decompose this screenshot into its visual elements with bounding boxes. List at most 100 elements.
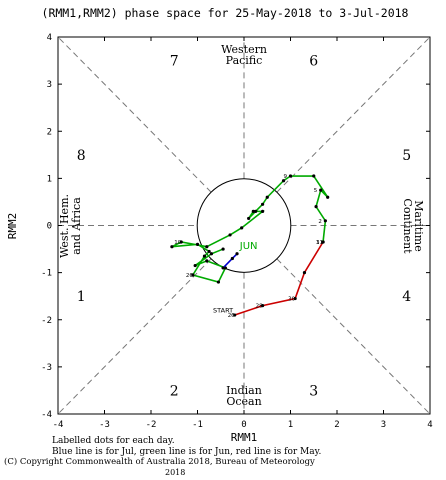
day-point bbox=[281, 179, 286, 183]
day-point bbox=[205, 245, 209, 249]
day-point bbox=[193, 263, 197, 268]
day-point bbox=[205, 259, 209, 263]
day-point bbox=[221, 247, 225, 251]
annotation-jun: JUN bbox=[239, 241, 258, 252]
series-may: 26 28 30 31 bbox=[228, 240, 325, 319]
series-line-may bbox=[234, 241, 324, 316]
phase-label-5: 5 bbox=[402, 148, 411, 164]
y-tick-label: 4 bbox=[47, 33, 52, 43]
y-tick-label: 3 bbox=[47, 80, 52, 90]
day-point bbox=[323, 219, 327, 223]
region-top-line2: Pacific bbox=[226, 54, 263, 67]
series-group: 26 28 30 311 2 5 9 10 26 bbox=[170, 174, 330, 319]
y-tick-label: -1 bbox=[41, 269, 52, 279]
day-point bbox=[216, 280, 221, 284]
phase-label-1: 1 bbox=[77, 289, 86, 305]
x-tick-label: 2 bbox=[334, 420, 339, 430]
phase-label-7: 7 bbox=[170, 54, 179, 70]
day-label: 1 bbox=[316, 240, 320, 246]
day-label: 9 bbox=[284, 174, 288, 180]
y-tick-label: -4 bbox=[41, 410, 52, 420]
chart-title: (RMM1,RMM2) phase space for 25-May-2018 … bbox=[42, 6, 409, 20]
series-jul bbox=[221, 252, 239, 270]
day-point bbox=[191, 273, 195, 277]
footer-note-1: Labelled dots for each day. bbox=[52, 436, 175, 446]
region-left-line2: and Africa bbox=[70, 197, 83, 255]
y-tick-label: -2 bbox=[41, 316, 52, 326]
day-point bbox=[293, 296, 297, 301]
day-point bbox=[288, 174, 293, 178]
phase-label-8: 8 bbox=[77, 148, 86, 164]
day-point bbox=[261, 202, 265, 206]
day-point bbox=[202, 254, 207, 258]
region-right-line2: Continent bbox=[401, 198, 414, 254]
day-point bbox=[228, 233, 232, 237]
region-labels: Western Pacific Indian Ocean West. Hem. … bbox=[58, 43, 425, 408]
footer-note-2: Blue line is for Jul, green line is for … bbox=[52, 447, 322, 457]
day-label: 30 bbox=[288, 297, 295, 303]
axis-ticks: -4 -3 -2 -1 0 1 2 3 4 -4 -3 -2 -1 0 1 2 3 4 bbox=[41, 33, 433, 430]
annotation-start: START bbox=[213, 307, 233, 315]
day-point bbox=[302, 271, 307, 275]
day-label: 28 bbox=[256, 304, 263, 310]
boundary-diag-sw bbox=[57, 258, 212, 415]
series-line-jul bbox=[222, 253, 238, 269]
copyright-year: 2018 bbox=[165, 468, 186, 477]
phase-label-2: 2 bbox=[170, 383, 179, 399]
annotations: START JUN bbox=[213, 241, 257, 315]
y-tick-label: 2 bbox=[47, 127, 52, 137]
day-point bbox=[195, 242, 200, 246]
region-bottom-line1: Indian bbox=[226, 384, 262, 397]
day-label: 26 bbox=[186, 273, 193, 279]
day-point bbox=[321, 240, 325, 244]
day-point bbox=[240, 226, 244, 230]
day-point bbox=[254, 209, 258, 213]
region-top-line1: Western bbox=[221, 43, 267, 56]
x-tick-label: 0 bbox=[241, 420, 246, 430]
day-point bbox=[230, 256, 234, 261]
copyright-note: (C) Copyright Commonwealth of Australia … bbox=[4, 457, 315, 467]
region-bottom-line2: Ocean bbox=[226, 395, 261, 408]
day-point bbox=[326, 195, 330, 199]
x-tick-label: -4 bbox=[53, 420, 64, 430]
day-point bbox=[179, 240, 183, 244]
day-label: 31 bbox=[316, 240, 323, 246]
day-point bbox=[261, 304, 265, 308]
region-right-line1: Maritime bbox=[412, 200, 425, 251]
phase-boundaries bbox=[57, 36, 431, 415]
series-jun: 1 2 5 9 10 26 bbox=[170, 174, 330, 284]
x-tick-label: -1 bbox=[192, 420, 203, 430]
day-point bbox=[319, 188, 323, 192]
y-tick-label: -3 bbox=[41, 363, 52, 373]
day-point bbox=[314, 205, 318, 209]
day-point bbox=[170, 245, 174, 249]
x-tick-label: -2 bbox=[146, 420, 157, 430]
day-point bbox=[247, 216, 251, 221]
x-tick-label: 3 bbox=[381, 420, 386, 430]
phase-label-3: 3 bbox=[309, 383, 318, 399]
boundary-diag-se bbox=[276, 258, 431, 415]
day-point bbox=[265, 195, 269, 199]
y-axis-label: RMM2 bbox=[6, 213, 19, 240]
boundary-diag-ne bbox=[276, 36, 431, 193]
day-point bbox=[207, 249, 211, 254]
day-label: 2 bbox=[318, 219, 322, 225]
phase-label-6: 6 bbox=[309, 54, 318, 70]
phase-label-4: 4 bbox=[402, 289, 411, 305]
boundary-diag-nw bbox=[57, 36, 212, 193]
day-point bbox=[209, 252, 214, 256]
day-label: 5 bbox=[314, 188, 318, 194]
day-point bbox=[251, 209, 255, 213]
phase-labels: 1 2 3 4 5 6 7 8 bbox=[77, 54, 412, 400]
unit-circle bbox=[196, 178, 292, 273]
y-tick-label: 1 bbox=[47, 174, 52, 184]
day-point bbox=[261, 209, 265, 213]
day-point bbox=[235, 252, 239, 256]
region-left-line1: West. Hem. bbox=[58, 194, 71, 258]
day-point bbox=[233, 313, 237, 317]
x-tick-label: -3 bbox=[99, 420, 110, 430]
day-point bbox=[312, 174, 316, 178]
day-label: 10 bbox=[174, 240, 181, 246]
day-point bbox=[221, 266, 225, 270]
